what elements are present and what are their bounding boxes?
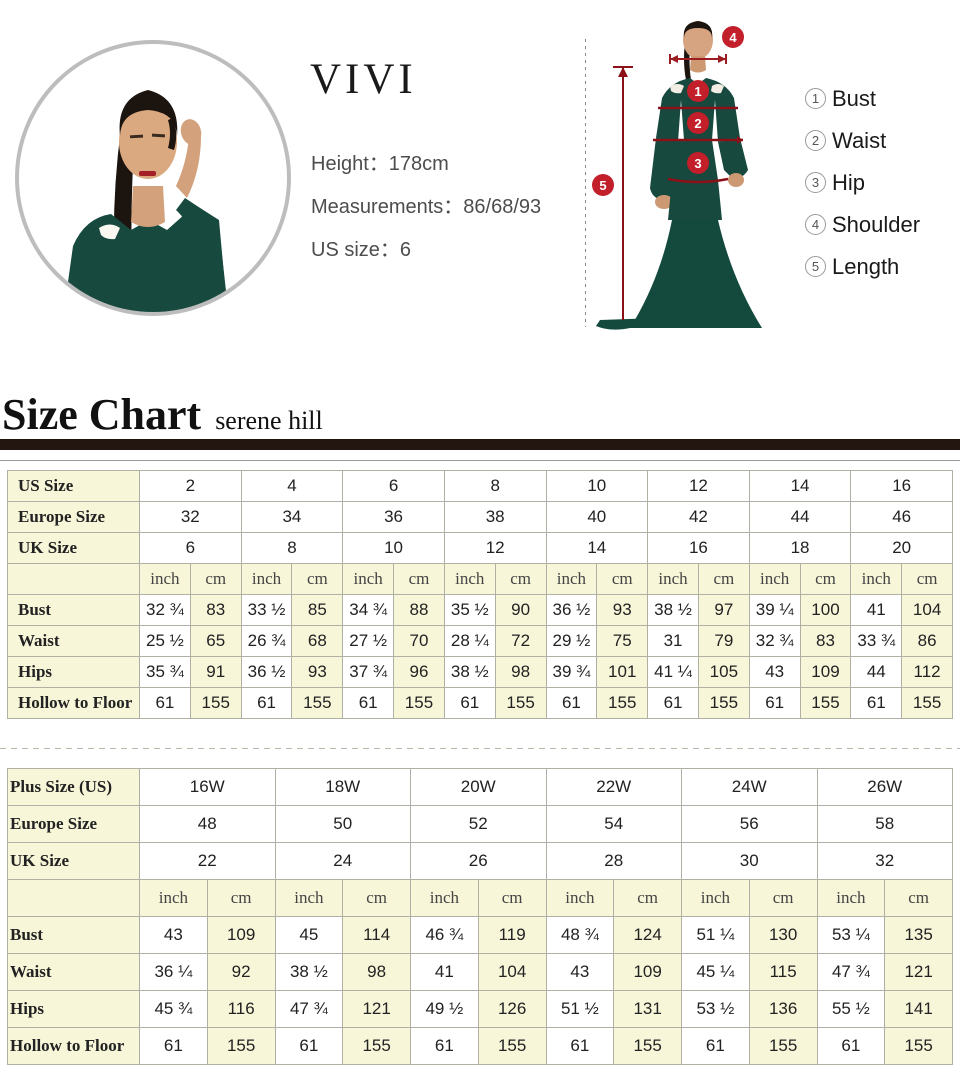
svg-text:4: 4: [729, 30, 737, 45]
svg-text:5: 5: [599, 178, 606, 193]
svg-text:2: 2: [694, 116, 701, 131]
svg-text:3: 3: [694, 156, 701, 171]
svg-text:1: 1: [694, 84, 701, 99]
